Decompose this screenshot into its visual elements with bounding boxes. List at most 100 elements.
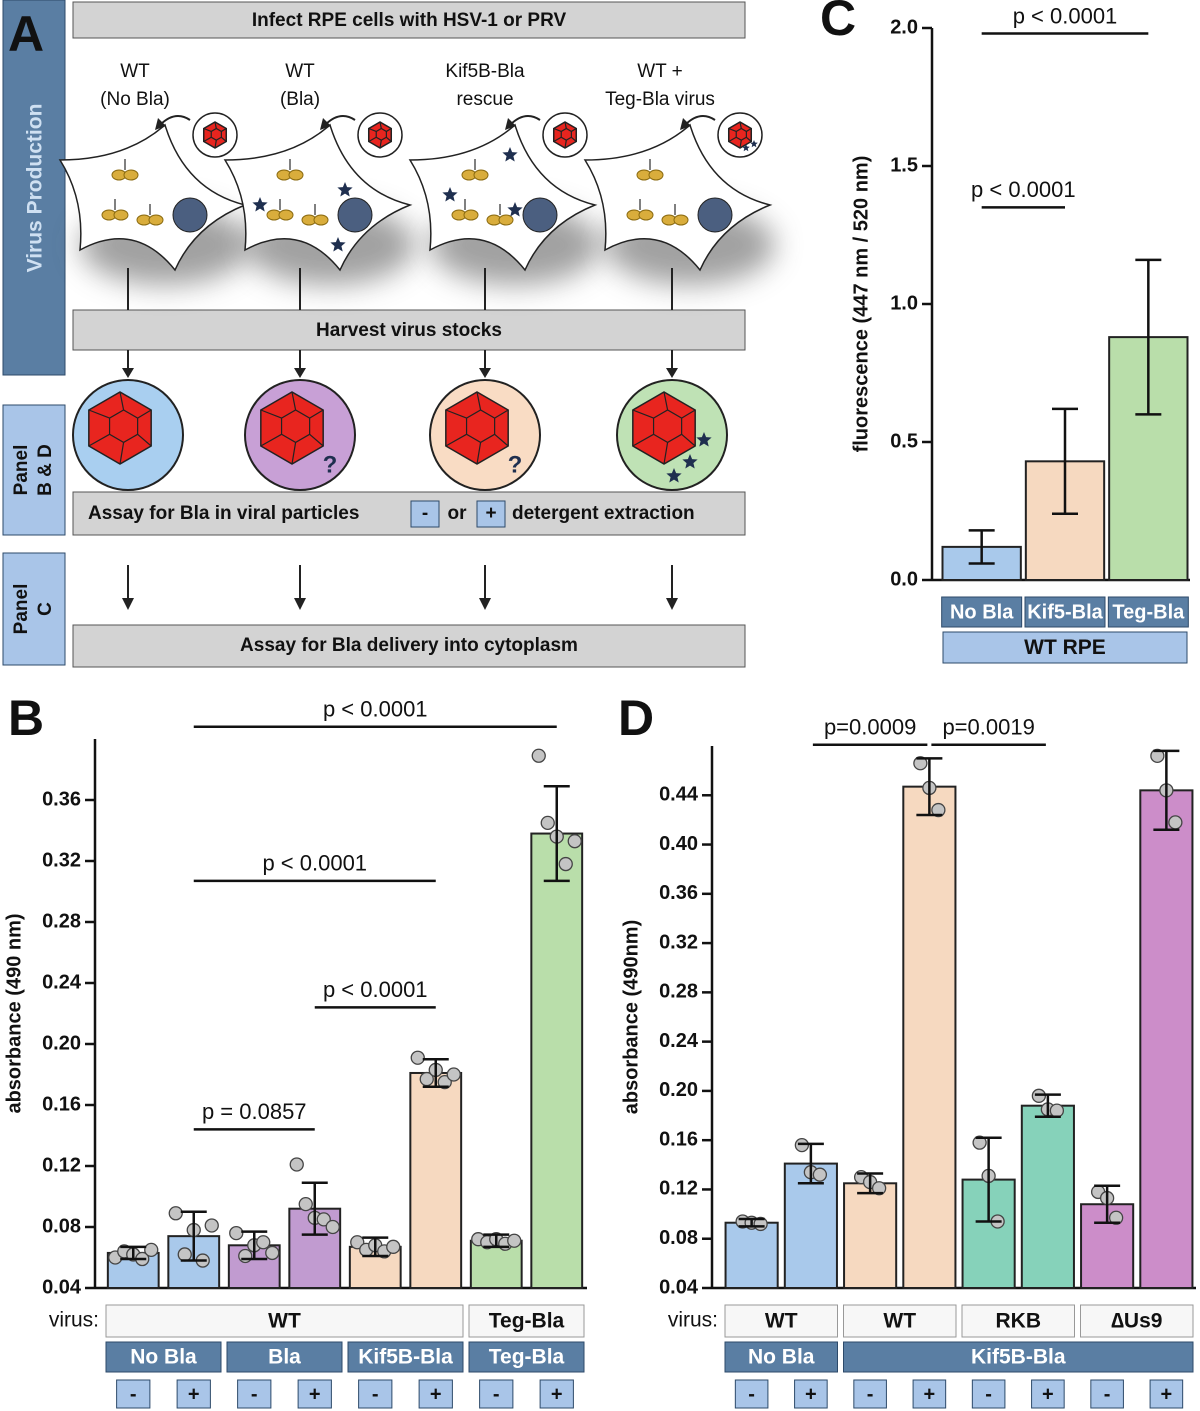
x-tick-label: - — [1104, 1383, 1111, 1405]
step-label: Harvest virus stocks — [316, 320, 502, 341]
x-tick-label: - — [748, 1383, 755, 1405]
x-tick-label: - — [867, 1383, 874, 1405]
p-value: p=0.0019 — [942, 715, 1034, 740]
data-point — [177, 1247, 192, 1262]
data-point — [972, 1135, 987, 1150]
group-label: WT RPE — [1024, 636, 1106, 659]
p-value: p < 0.0001 — [323, 697, 428, 722]
p-value: p < 0.0001 — [323, 977, 428, 1002]
receptor — [148, 214, 164, 226]
y-axis-label: fluorescence (447 nm / 520 nm) — [850, 156, 872, 453]
group-box — [226, 1341, 343, 1373]
capsid-edge — [309, 409, 324, 419]
data-point — [567, 834, 582, 849]
cell — [408, 123, 598, 272]
capsid-edge — [739, 140, 742, 149]
capsid-edge — [571, 127, 577, 132]
y-axis-label: absorbance (490 nm) — [3, 913, 25, 1113]
receptor — [498, 214, 514, 226]
capsid-edge — [291, 442, 297, 465]
nucleus — [697, 197, 733, 233]
capsid-edge — [663, 391, 669, 411]
step-box — [72, 309, 746, 351]
error-bar — [120, 1245, 147, 1261]
capsid-edge — [728, 136, 737, 143]
category-box — [358, 1379, 393, 1409]
capsid — [367, 121, 393, 149]
stage-box — [2, 0, 66, 376]
y-tick-label: 0.20 — [42, 1032, 81, 1054]
data-point — [507, 1233, 522, 1248]
p-value: p < 0.0001 — [971, 177, 1076, 202]
step-label: Assay for Bla in viral particles — [88, 503, 359, 524]
step-box — [72, 1, 746, 39]
panel-c-label: C — [35, 602, 56, 616]
cell-label: rescue — [456, 89, 513, 110]
y-tick-label: 0.16 — [659, 1128, 698, 1150]
group-label: Kif5B-Bla — [971, 1346, 1066, 1369]
y-tick-label: 0.44 — [659, 784, 699, 806]
capsid-edge — [220, 136, 227, 142]
bar — [902, 785, 957, 1290]
data-point — [386, 1239, 401, 1254]
error-bar — [916, 757, 943, 817]
error-bar — [241, 1230, 268, 1261]
cell — [58, 123, 248, 272]
group-label: WT — [765, 1310, 798, 1333]
infect-arrow — [684, 115, 716, 126]
capsid-edge — [385, 136, 392, 142]
step-box — [72, 624, 746, 668]
p-value: p < 0.0001 — [262, 851, 367, 876]
p-value: p = 0.0857 — [202, 1099, 307, 1124]
capsid-edge — [564, 121, 567, 129]
panel-bd-label: Panel — [11, 445, 32, 496]
y-tick-label: 0.08 — [42, 1215, 81, 1237]
capsid-edge — [214, 121, 217, 129]
group-box — [961, 1304, 1075, 1338]
cell — [583, 123, 773, 272]
capsid-edge — [728, 127, 737, 132]
y-tick-label: 0.24 — [659, 1030, 699, 1052]
receptor — [673, 214, 689, 226]
bar — [167, 1235, 221, 1290]
infect-arrow — [159, 115, 191, 126]
capsid-edge — [137, 433, 152, 447]
y-tick-label: 0.08 — [659, 1227, 698, 1249]
capsid-edge — [663, 442, 669, 465]
x-tick-label: + — [430, 1383, 442, 1405]
arrow-head — [666, 598, 678, 610]
data-point — [812, 1167, 828, 1182]
minus-label: - — [422, 503, 428, 524]
category-box — [1149, 1379, 1184, 1409]
bar — [724, 1221, 779, 1289]
category-box — [479, 1379, 514, 1409]
bar — [843, 1182, 898, 1289]
data-point — [1049, 1103, 1065, 1118]
data-point — [931, 802, 946, 818]
capsid-edge — [476, 442, 482, 465]
group-label: No Bla — [130, 1346, 197, 1369]
y-tick-label: 1.0 — [890, 292, 918, 314]
category-box — [853, 1379, 887, 1409]
receptor — [288, 169, 304, 181]
group-box — [724, 1341, 838, 1373]
group-box — [347, 1341, 464, 1373]
capsid-edge — [203, 127, 212, 132]
x-tick-label: + — [551, 1383, 563, 1405]
capsid-edge — [553, 127, 562, 132]
data-point — [316, 1212, 331, 1227]
step-label: Infect RPE cells with HSV-1 or PRV — [252, 10, 567, 31]
arrow-head — [505, 118, 516, 130]
bar — [1139, 789, 1194, 1289]
group-box — [468, 1304, 585, 1338]
capsid-edge — [88, 409, 110, 419]
data-point — [540, 815, 555, 831]
x-tick-label: + — [309, 1383, 321, 1405]
star — [696, 432, 712, 447]
category-box — [794, 1379, 828, 1409]
cell-label: (No Bla) — [100, 89, 170, 110]
x-tick-label: Teg-Bla — [1112, 601, 1185, 623]
group-label: WT — [268, 1310, 301, 1333]
nucleus — [522, 197, 558, 233]
